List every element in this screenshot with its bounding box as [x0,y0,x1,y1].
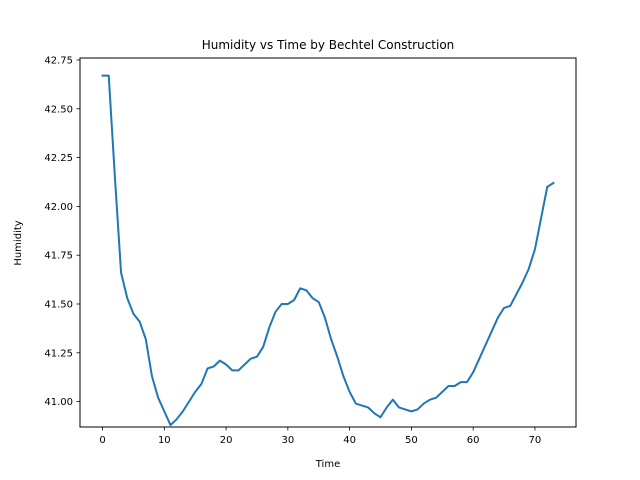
y-tick-label: 41.75 [44,251,73,262]
y-tick-label: 42.25 [44,153,73,164]
axes-frame [79,57,577,428]
y-tick-label: 42.50 [44,104,73,115]
y-tick-label: 41.00 [44,397,73,408]
plot-area [101,74,555,427]
x-tick-label: 40 [343,435,356,446]
y-tick-label: 41.25 [44,348,73,359]
chart-title: Humidity vs Time by Bechtel Construction [202,38,455,52]
x-axis-label: Time [315,459,340,470]
y-tick-label: 42.75 [44,55,73,66]
x-tick-label: 30 [281,435,294,446]
axis-ticks: 0 10 20 30 40 50 60 70 41.00 41.25 41.50 41.75 42.00… [44,55,541,446]
x-tick-label: 10 [158,435,171,446]
x-tick-label: 60 [467,435,480,446]
y-tick-label: 42.00 [44,202,73,213]
y-tick-label: 41.50 [44,300,73,311]
y-axis-label: Humidity [13,220,24,265]
x-tick-label: 70 [529,435,542,446]
humidity-series-line [101,74,555,427]
x-tick-label: 20 [220,435,233,446]
x-tick-label: 0 [99,435,105,446]
x-tick-label: 50 [405,435,418,446]
